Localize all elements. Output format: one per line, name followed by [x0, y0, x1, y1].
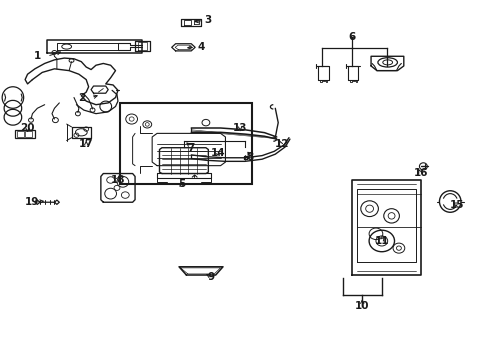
Text: 17: 17 [79, 139, 94, 149]
Text: 12: 12 [274, 139, 289, 149]
Text: 18: 18 [111, 175, 125, 185]
Text: 10: 10 [355, 301, 369, 311]
Text: 3: 3 [205, 15, 212, 26]
Text: 2: 2 [78, 93, 85, 103]
Bar [25, 131, 32, 136]
Bar [121, 103, 252, 184]
Text: 11: 11 [374, 236, 389, 246]
Text: 6: 6 [349, 32, 356, 41]
Text: 16: 16 [414, 168, 428, 178]
Text: 13: 13 [233, 123, 247, 133]
Text: 20: 20 [20, 123, 35, 133]
Text: 9: 9 [207, 272, 214, 282]
Text: 1: 1 [34, 51, 41, 61]
Text: 19: 19 [25, 197, 40, 207]
Text: 8: 8 [246, 152, 253, 162]
Text: 15: 15 [450, 200, 465, 210]
Text: 5: 5 [178, 179, 185, 189]
Text: 4: 4 [197, 42, 205, 52]
Text: 7: 7 [188, 143, 195, 153]
Text: 14: 14 [211, 148, 225, 158]
Bar [15, 130, 35, 138]
Bar [17, 131, 24, 136]
